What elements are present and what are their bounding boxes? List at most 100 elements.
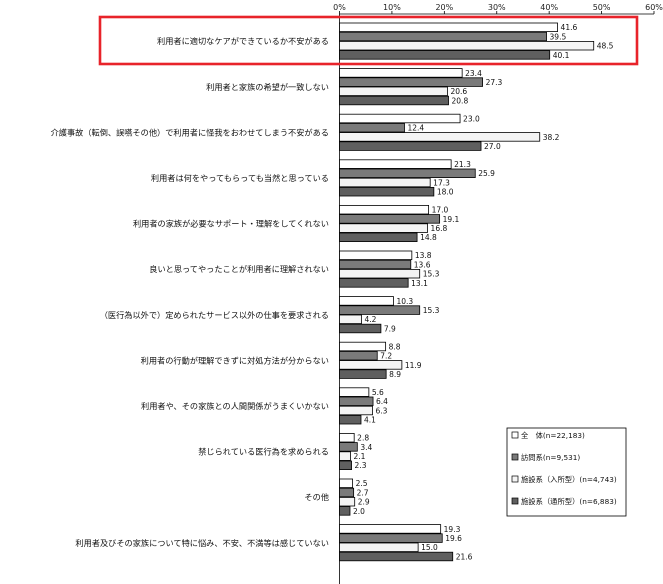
data-label: 21.3 xyxy=(454,160,471,169)
data-label: 2.1 xyxy=(354,452,366,461)
bar xyxy=(339,405,373,416)
data-label: 21.6 xyxy=(456,552,473,561)
data-label: 20.6 xyxy=(450,87,467,96)
bar xyxy=(339,323,382,334)
data-label: 2.8 xyxy=(357,434,369,443)
bar xyxy=(339,551,454,562)
category-label: 利用者に適切なケアができているか不安がある xyxy=(157,36,329,46)
bar xyxy=(339,341,387,352)
bar xyxy=(339,186,435,197)
data-label: 16.8 xyxy=(431,224,448,233)
data-label: 5.6 xyxy=(372,388,384,397)
legend-label: 訪問系(n=9,531) xyxy=(521,453,580,462)
bar xyxy=(339,123,405,133)
bar xyxy=(339,542,419,553)
data-label: 15.0 xyxy=(421,543,438,552)
bar xyxy=(339,369,387,379)
data-label: 17.3 xyxy=(433,178,450,187)
bar xyxy=(339,278,409,288)
legend-swatch xyxy=(511,497,519,505)
data-label: 14.8 xyxy=(420,233,437,242)
data-label: 23.0 xyxy=(463,114,480,123)
data-label: 13.8 xyxy=(415,251,432,260)
data-label: 2.5 xyxy=(356,479,368,488)
data-label: 8.8 xyxy=(389,342,401,351)
data-label: 48.5 xyxy=(597,42,614,51)
bar xyxy=(339,350,378,361)
bar xyxy=(339,506,351,516)
category-label: 介護事故（転倒、誤嚥その他）で利用者に怪我をおわせてしまう不安がある xyxy=(51,127,329,137)
data-label: 19.6 xyxy=(445,534,462,543)
x-tick-label: 50% xyxy=(593,3,611,12)
category-label: その他 xyxy=(304,492,329,502)
category-label: 良いと思ってやったことが利用者に理解されない xyxy=(149,264,329,274)
data-label: 15.3 xyxy=(423,270,440,279)
data-label: 7.9 xyxy=(384,324,396,333)
data-label: 39.5 xyxy=(550,32,567,41)
category-label: 利用者及びその家族について特に悩み、不安、不満等は感じていない xyxy=(75,538,329,548)
data-label: 38.2 xyxy=(543,133,560,142)
data-label: 19.1 xyxy=(443,215,460,224)
data-label: 12.4 xyxy=(407,124,424,133)
x-tick-label: 40% xyxy=(540,3,558,12)
data-label: 10.3 xyxy=(396,297,413,306)
bar xyxy=(339,387,370,397)
legend-label: 全 体(n=22,183) xyxy=(521,431,585,440)
category-label: 利用者は何をやってもらっても当然と思っている xyxy=(151,173,329,183)
bar xyxy=(339,478,354,489)
x-tick-label: 60% xyxy=(645,3,663,12)
bar xyxy=(339,232,418,243)
category-label: 利用者と家族の希望が一致しない xyxy=(206,82,329,92)
bar xyxy=(339,442,358,452)
data-label: 2.9 xyxy=(358,498,370,507)
data-label: 7.2 xyxy=(380,352,392,361)
bar xyxy=(339,168,476,179)
bar xyxy=(339,451,351,461)
legend-swatch xyxy=(511,453,519,461)
data-label: 41.6 xyxy=(561,23,578,32)
bar xyxy=(339,132,541,142)
bar xyxy=(339,141,482,151)
bar xyxy=(339,31,547,42)
legend-label: 施設系（入所型）(n=4,743) xyxy=(521,475,617,484)
category-label: 利用者の行動が理解できずに対処方法が分からない xyxy=(141,355,329,365)
bar xyxy=(339,460,352,471)
bar xyxy=(339,432,355,443)
data-label: 13.6 xyxy=(414,260,431,269)
bar xyxy=(339,113,461,124)
legend-label: 施設系（通所型）(n=6,883) xyxy=(521,497,617,506)
data-label: 2.0 xyxy=(353,507,365,516)
data-label: 13.1 xyxy=(411,279,428,288)
bar xyxy=(339,68,463,78)
data-label: 15.3 xyxy=(423,306,440,315)
category-label: 禁じられている医行為を求められる xyxy=(198,447,329,457)
x-tick-label: 0% xyxy=(333,3,346,12)
data-label: 6.3 xyxy=(376,406,388,415)
bar xyxy=(339,259,412,270)
data-label: 27.3 xyxy=(486,78,503,87)
data-label: 20.8 xyxy=(452,96,469,105)
bar xyxy=(339,533,443,543)
data-label: 6.4 xyxy=(376,397,388,406)
highlight-box xyxy=(98,15,639,66)
bar xyxy=(339,305,421,315)
data-label: 27.0 xyxy=(484,142,501,151)
legend-box xyxy=(506,427,627,517)
data-label: 4.1 xyxy=(364,416,376,425)
bar xyxy=(339,496,356,507)
category-label: （医行為以外で）定められたサービス以外の仕事を要求される xyxy=(100,310,329,320)
x-tick-label: 30% xyxy=(488,3,506,12)
bar xyxy=(339,487,355,498)
bar xyxy=(339,360,403,370)
data-label: 23.4 xyxy=(465,69,482,78)
bar xyxy=(339,95,449,106)
data-label: 3.4 xyxy=(360,443,372,452)
category-label: 利用者の家族が必要なサポート・理解をしてくれない xyxy=(133,219,329,229)
x-tick-label: 20% xyxy=(435,3,453,12)
bar xyxy=(339,268,421,279)
x-tick-label: 10% xyxy=(383,3,401,12)
bar xyxy=(339,214,441,224)
data-label: 2.3 xyxy=(355,461,367,470)
bar xyxy=(339,159,452,169)
